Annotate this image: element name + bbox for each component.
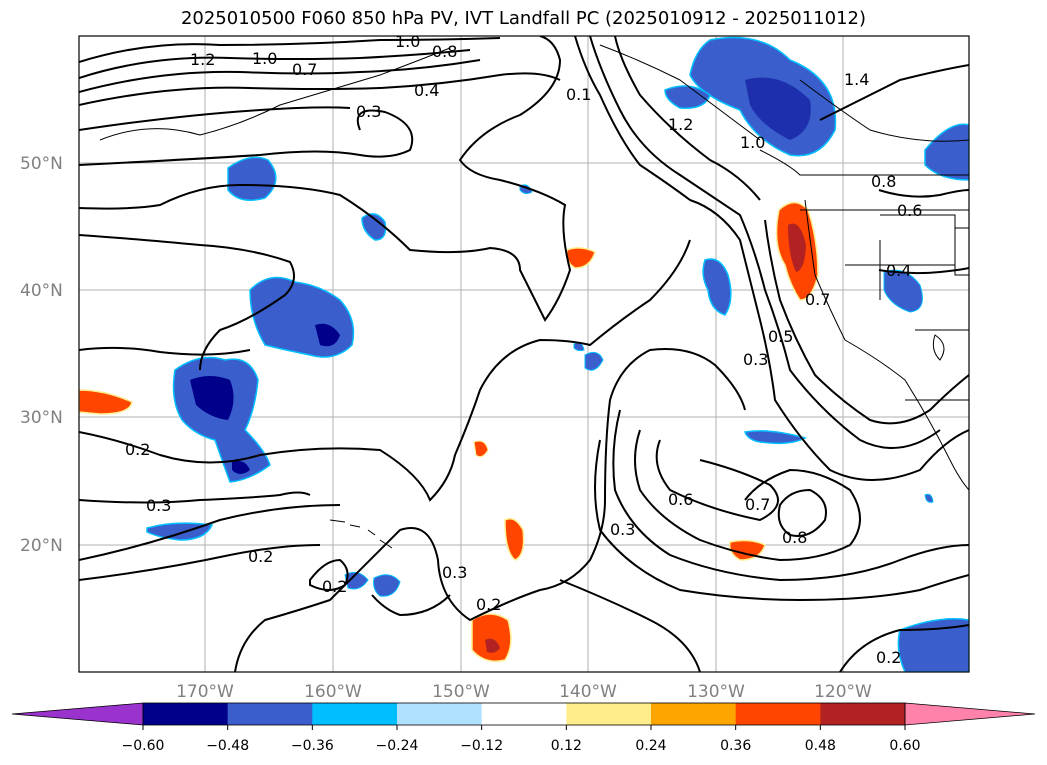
lat-label: 30°N [20,408,63,428]
lat-label: 20°N [20,536,63,556]
contour-label: 1.0 [252,49,277,68]
coastlines [99,44,969,549]
lat-label: 50°N [20,154,63,174]
lon-label: 170°W [176,682,234,702]
contour-label: 1.2 [190,50,215,69]
contour-label: 0.3 [442,563,467,582]
colorbar-swatch [481,703,567,725]
contour-label: 1.0 [395,32,420,51]
colorbar-frame [142,702,906,726]
colorbar-swatch [651,703,737,725]
contour-label: 0.7 [292,60,317,79]
colorbar: −0.60 −0.48 −0.36 −0.24 −0.12 0.12 0.24 0.36 0.4… [11,702,1036,754]
pv-contours [79,36,969,672]
lon-label: 140°W [559,682,617,702]
pv-shading [79,36,969,672]
colorbar-swatch [227,703,313,725]
longitude-labels: 170°W 160°W 150°W 140°W 130°W 120°W [176,682,872,702]
contour-label: 0.2 [476,595,501,614]
contour-label: 0.2 [248,547,273,566]
colorbar-tick-label: −0.48 [206,738,249,754]
contour-label: 0.2 [322,577,347,596]
colorbar-tick-label: 0.24 [635,738,666,754]
colorbar-tick-label: −0.12 [460,738,503,754]
contour-label: 0.4 [414,81,439,100]
colorbar-swatch [397,703,483,725]
contour-label: 0.3 [356,102,381,121]
colorbar-tick-label: −0.36 [291,738,334,754]
colorbar-swatch [312,703,398,725]
colorbar-swatch [820,703,906,725]
map-title: 2025010500 F060 850 hPa PV, IVT Landfall… [180,8,867,29]
contour-label: 0.3 [743,350,768,369]
colorbar-swatch [143,703,229,725]
contour-label: 0.4 [886,261,911,280]
contour-label: 0.2 [125,440,150,459]
colorbar-tick-label: 0.36 [720,738,751,754]
contour-label: 0.3 [146,496,171,515]
colorbar-tick-label: 0.48 [805,738,836,754]
contour-label: 0.8 [432,42,457,61]
lat-label: 40°N [20,281,63,301]
contour-label: 0.8 [871,172,896,191]
colorbar-extend-low [11,702,144,726]
contour-label: 1.4 [844,70,869,89]
contour-label: 0.6 [897,201,922,220]
map-frame [78,35,970,673]
colorbar-extend-high [904,702,1036,726]
contour-label: 0.3 [610,520,635,539]
colorbar-tick-label: −0.24 [376,738,419,754]
contour-label: 0.5 [768,327,793,346]
colorbar-swatch [735,703,821,725]
lon-label: 120°W [814,682,872,702]
contour-label: 1.2 [668,115,693,134]
lon-label: 150°W [432,682,490,702]
latitude-labels: 50°N 40°N 30°N 20°N [20,154,63,556]
contour-label: 0.7 [745,495,770,514]
contour-label: 0.8 [782,528,807,547]
contour-label: 1.0 [740,133,765,152]
colorbar-tick-label: 0.60 [889,738,920,754]
colorbar-tick-label: −0.60 [122,738,165,754]
lon-label: 130°W [687,682,745,702]
contour-label: 0.1 [566,85,591,104]
contour-label: 0.6 [668,490,693,509]
contour-label: 0.2 [876,648,901,667]
contour-labels: 1.2 1.0 0.7 1.0 0.8 0.4 0.3 1.4 1.2 1.0 … [125,32,922,667]
colorbar-tick-label: 0.12 [551,738,582,754]
lon-label: 160°W [304,682,362,702]
colorbar-swatch [566,703,652,725]
contour-label: 0.7 [805,290,830,309]
